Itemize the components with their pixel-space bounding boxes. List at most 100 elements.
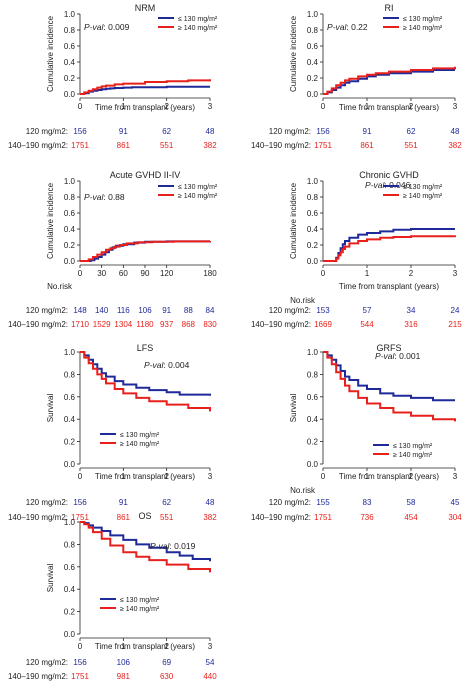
- legend-label: ≥ 140 mg/m²: [120, 606, 160, 613]
- x-tick-label: 3: [453, 472, 458, 481]
- x-tick-label: 3: [208, 102, 213, 111]
- panel-ri: RI 0.0 0.2 0.4 0.6 0.8 1.0 Cumulative incidence…: [251, 3, 462, 150]
- y-axis-label: Survival: [46, 564, 55, 593]
- legend: ≤ 130 mg/m² ≥ 140 mg/m²: [373, 443, 433, 459]
- risk-label-low: 120 mg/m2:: [26, 127, 68, 136]
- risk-label-low: 120 mg/m2:: [26, 306, 68, 315]
- risk-count-low: 88: [184, 306, 193, 315]
- x-tick-label: 2: [164, 102, 169, 111]
- x-axis-label: Time from transplant (years): [339, 472, 440, 481]
- risk-count-high: 1304: [114, 320, 132, 329]
- x-axis-label: Time from transplant (years): [339, 103, 440, 112]
- y-tick-label: 0.0: [64, 630, 76, 639]
- legend: ≤ 130 mg/m² ≥ 140 mg/m²: [158, 16, 218, 32]
- risk-count-high: 454: [404, 513, 418, 522]
- panel-chronic-gvhd: Chronic GVHD 0.0 0.2 0.4 0.6 0.8 1.0 Cumulative…: [251, 170, 462, 329]
- y-tick-label: 0.6: [307, 393, 319, 402]
- risk-count-low: 91: [363, 127, 372, 136]
- x-tick-label: 1: [121, 642, 126, 651]
- risk-label-high: 140–190 mg/m2:: [8, 141, 68, 150]
- y-axis-label: Survival: [46, 394, 55, 423]
- risk-label-high: 140–190 mg/m2:: [8, 320, 68, 329]
- risk-count-high: 551: [160, 513, 174, 522]
- risk-count-high: 1751: [314, 513, 332, 522]
- risk-count-low: 24: [451, 306, 460, 315]
- legend: ≤ 130 mg/m² ≥ 140 mg/m²: [100, 432, 160, 448]
- legend-label: ≥ 140 mg/m²: [120, 441, 160, 448]
- y-tick-label: 1.0: [307, 177, 319, 186]
- risk-label-low: 120 mg/m2:: [26, 658, 68, 667]
- y-tick-label: 0.4: [64, 58, 76, 67]
- p-value-text: P-val: 0.22: [327, 22, 368, 32]
- legend-label: ≤ 130 mg/m²: [403, 16, 443, 23]
- y-tick-label: 0.4: [307, 225, 319, 234]
- risk-count-low: 156: [73, 658, 87, 667]
- y-axis-label: Cumulative incidence: [46, 182, 55, 259]
- panel-lfs: LFS 0.0 0.2 0.4 0.6 0.8 1.0 Survival 0 1 2 3 Time fr…: [8, 343, 217, 522]
- y-tick-label: 0.6: [64, 42, 76, 51]
- x-tick-label: 0: [321, 269, 326, 278]
- series-line-high: [323, 235, 456, 262]
- risk-count-high: 1669: [314, 320, 332, 329]
- legend-label: ≤ 130 mg/m²: [120, 432, 160, 439]
- risk-label-low: 120 mg/m2:: [26, 498, 68, 507]
- series-line-low: [80, 240, 211, 262]
- x-tick-label: 1: [365, 269, 370, 278]
- risk-label-high: 140–190 mg/m2:: [8, 513, 68, 522]
- legend-label: ≤ 130 mg/m²: [120, 597, 160, 604]
- x-axis-label: Time from transplant (years): [95, 642, 196, 651]
- legend-label: ≤ 130 mg/m²: [178, 16, 218, 23]
- risk-count-low: 156: [73, 127, 87, 136]
- legend: ≤ 130 mg/m² ≥ 140 mg/m²: [383, 16, 443, 32]
- panel-title: GRFS: [376, 343, 401, 353]
- y-tick-label: 1.0: [307, 348, 319, 357]
- risk-count-high: 937: [160, 320, 174, 329]
- y-tick-label: 0.0: [307, 460, 319, 469]
- risk-count-low: 34: [407, 306, 416, 315]
- risk-count-low: 106: [138, 306, 152, 315]
- risk-count-high: 551: [160, 141, 174, 150]
- y-tick-label: 0.0: [307, 257, 319, 266]
- x-tick-label: 2: [409, 472, 414, 481]
- legend-label: ≤ 130 mg/m²: [178, 184, 218, 191]
- x-axis-label: Time from transplant (years): [95, 103, 196, 112]
- y-axis-label: Cumulative incidence: [289, 182, 298, 259]
- y-tick-label: 0.8: [64, 193, 76, 202]
- panel-title: LFS: [137, 343, 154, 353]
- legend-label: ≤ 130 mg/m²: [393, 443, 433, 450]
- x-tick-label: 0: [78, 472, 83, 481]
- y-tick-label: 0.8: [64, 370, 76, 379]
- legend-label: ≥ 140 mg/m²: [393, 452, 433, 459]
- risk-count-low: 62: [162, 498, 171, 507]
- risk-count-low: 48: [206, 127, 215, 136]
- x-tick-label: 0: [78, 102, 83, 111]
- risk-count-low: 156: [316, 127, 330, 136]
- y-tick-label: 0.2: [307, 438, 319, 447]
- series-line-high: [323, 66, 456, 95]
- y-tick-label: 0.2: [64, 608, 76, 617]
- risk-count-low: 69: [162, 658, 171, 667]
- risk-count-high: 1751: [71, 513, 89, 522]
- risk-count-high: 830: [203, 320, 217, 329]
- y-axis-label: Cumulative incidence: [46, 15, 55, 92]
- risk-count-low: 155: [316, 498, 330, 507]
- risk-count-high: 382: [448, 141, 462, 150]
- risk-count-high: 215: [448, 320, 462, 329]
- y-tick-label: 0.8: [307, 26, 319, 35]
- x-tick-label: 2: [409, 269, 414, 278]
- legend-label: ≥ 140 mg/m²: [178, 25, 218, 32]
- panel-os: OS 0.0 0.2 0.4 0.6 0.8 1.0 Survival 0 1 2 3 Time fro…: [8, 511, 217, 681]
- y-tick-label: 0.0: [64, 460, 76, 469]
- risk-count-low: 153: [316, 306, 330, 315]
- panel-title: Chronic GVHD: [359, 170, 419, 180]
- series-line-high: [80, 351, 211, 412]
- x-tick-label: 3: [208, 472, 213, 481]
- x-tick-label: 2: [409, 102, 414, 111]
- risk-count-low: 62: [407, 127, 416, 136]
- risk-count-low: 48: [206, 498, 215, 507]
- x-tick-label: 1: [365, 472, 370, 481]
- y-axis-label: Survival: [289, 394, 298, 423]
- y-tick-label: 0.6: [64, 393, 76, 402]
- risk-count-low: 148: [73, 306, 87, 315]
- p-value-text: P-val: 0.019: [150, 541, 196, 551]
